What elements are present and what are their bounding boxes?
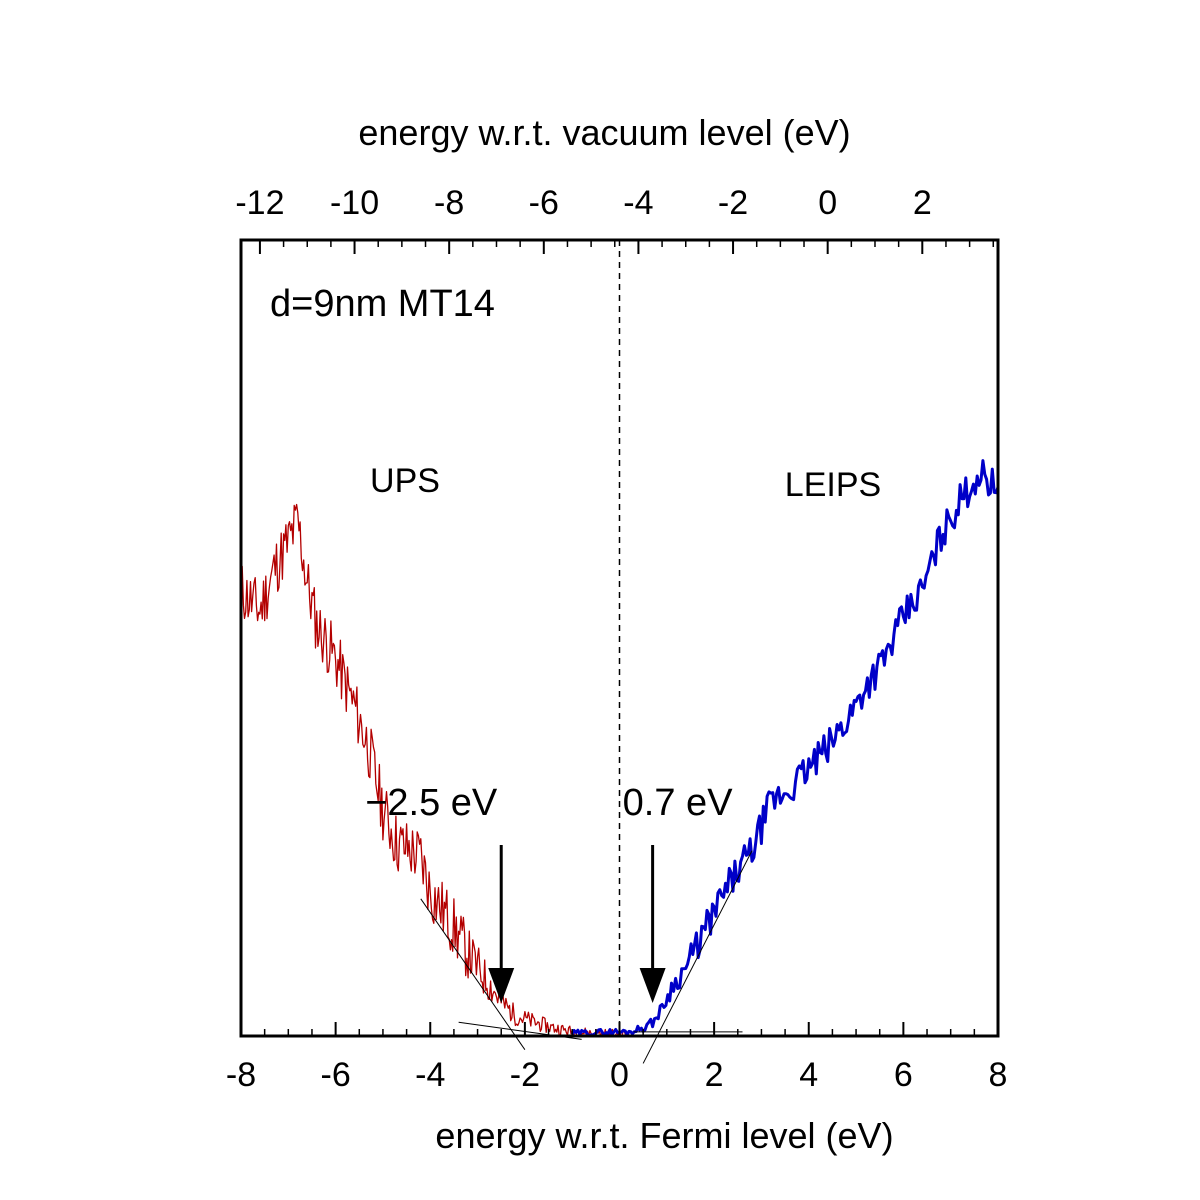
onset-arrowhead [639,968,666,1003]
x2-tick-label: -4 [623,184,653,222]
axis-ticks [240,240,999,1036]
x-axis-title: energy w.r.t. Fermi level (eV) [435,1115,893,1156]
series-label-leips: LEIPS [785,466,881,504]
x2-tick-label: 2 [913,184,932,222]
x-tick-label: -6 [321,1056,351,1094]
x-tick-label: -2 [510,1056,540,1094]
series-label-ups: UPS [370,462,440,500]
onset-label: 0.7 eV [623,782,734,824]
fit-lines [420,845,753,1064]
x-tick-label: 6 [894,1056,913,1094]
x2-tick-label: -6 [529,184,559,222]
sample-label: d=9nm MT14 [270,283,495,325]
x2-tick-label: -2 [718,184,748,222]
series-leips-curve [570,459,1000,1038]
leips-onset-fit-line [642,850,753,1064]
x-tick-label: 4 [799,1056,818,1094]
x-tick-label: 2 [705,1056,724,1094]
plot-frame [239,238,1000,1038]
ups-onset-fit-line [420,898,526,1051]
x2-axis-title: energy w.r.t. vacuum level (eV) [358,112,850,153]
onset-label: −2.5 eV [365,782,498,824]
x-tick-label: 8 [989,1056,1008,1094]
x2-tick-label: 0 [818,184,837,222]
x-tick-label: -4 [415,1056,445,1094]
chart-text: -8 -6 -4 -2 0 2 4 6 8 -12 -10 -8 -6 -4 -2 0 2 energy w.r.… [226,112,1008,1156]
x2-tick-label: -8 [434,184,464,222]
x2-tick-label: -10 [330,184,379,222]
x-tick-label: 0 [610,1056,629,1094]
x-tick-label: -8 [226,1056,256,1094]
x2-tick-label: -12 [235,184,284,222]
series-ups-curve [240,503,630,1037]
onset-arrowhead [488,968,515,1003]
